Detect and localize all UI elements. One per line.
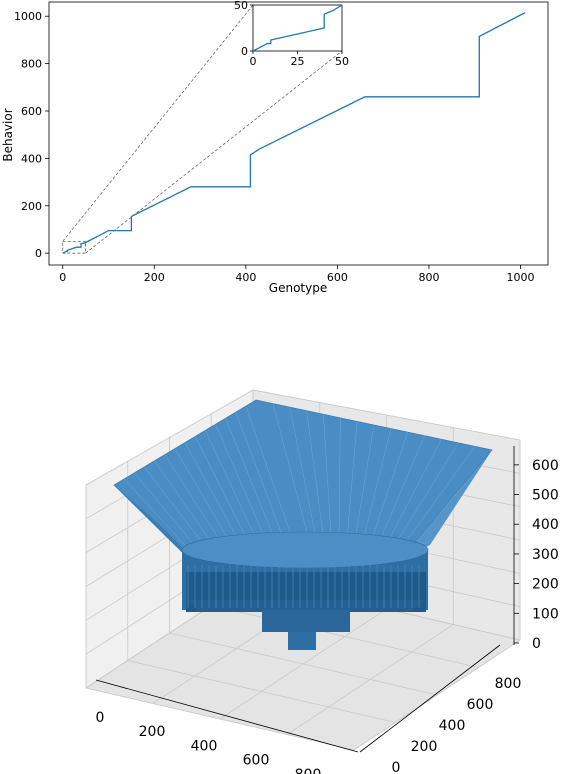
x-tick-label-3d: 400: [191, 738, 218, 754]
genotype-behavior-chart: 0 200 400 600 800 1000 0 200 400 600 800 1000 Geno…: [1, 0, 549, 295]
y-tick-label: 200: [21, 200, 42, 213]
z-axis-ticks-3d: 0 100 200 300 400 500 600: [514, 458, 559, 652]
grid-line: [169, 632, 438, 696]
y-tick-label-3d: 400: [439, 718, 466, 734]
series-line: [62, 12, 526, 254]
z-tick-label-3d: 600: [532, 458, 559, 474]
x-tick-label: 0: [59, 271, 66, 284]
wall-stripes: [187, 565, 420, 608]
x-tick-label: 800: [418, 271, 439, 284]
y-tick-label: 1000: [14, 10, 42, 23]
x-axis-label: Genotype: [269, 281, 327, 295]
grid-line: [286, 624, 454, 735]
y-tick-label-3d: 200: [411, 739, 438, 755]
z-tick-label-3d: 0: [532, 636, 541, 652]
inset-y-tick-label: 50: [234, 0, 248, 12]
y-tick-label-3d: 0: [392, 760, 401, 774]
y-tick-label: 600: [21, 105, 42, 118]
inset-y-tick-label: 0: [241, 45, 248, 58]
plot-frame: [48, 1, 549, 266]
y-axis-line: [359, 644, 501, 753]
z-tick-label-3d: 100: [532, 606, 559, 622]
zoom-indicator: [62, 4, 343, 254]
z-tick-label-3d: 500: [532, 488, 559, 504]
zoom-connector: [62, 4, 254, 242]
inset-series-line: [252, 4, 343, 52]
x-axis-line: [95, 679, 359, 753]
z-tick-label-3d: 200: [532, 577, 559, 593]
inset-ticks: 0 25 50 0 50: [234, 0, 349, 68]
y-tick-label-3d: 600: [467, 697, 494, 713]
y-tick-label: 0: [35, 247, 42, 260]
y-tick-label: 800: [21, 58, 42, 71]
y-tick-label-3d: 800: [495, 676, 522, 692]
grid-line: [353, 639, 521, 751]
surface-left-wing: [114, 485, 200, 565]
grid-line: [85, 389, 254, 486]
x-tick-label-3d: 600: [243, 753, 270, 769]
y-tick-label: 400: [21, 152, 42, 165]
zoom-connector: [85, 50, 343, 254]
grid-line: [211, 605, 479, 668]
inner-plateau-skirt: [186, 600, 426, 612]
inset-x-tick-label: 50: [335, 55, 349, 68]
x-tick-label-3d: 200: [139, 724, 166, 740]
x-tick-label: 400: [235, 271, 256, 284]
x-tick-label: 200: [144, 271, 165, 284]
inset-x-tick-label: 0: [250, 55, 257, 68]
grid-line: [252, 389, 521, 441]
zoom-box: [62, 240, 86, 254]
y-axis-ticks: 0 200 400 600 800 1000: [14, 10, 49, 260]
pit-bottom: [288, 632, 316, 650]
x-tick-label: 600: [327, 271, 348, 284]
terrace-ring: [181, 531, 429, 569]
inset-zoom-plot: 0 25 50 0 50: [234, 0, 349, 68]
x-tick-label-3d: 0: [96, 710, 105, 726]
surface-mesh-lines: [123, 403, 476, 560]
inset-x-tick-label: 25: [291, 55, 305, 68]
pit-wall: [262, 610, 350, 632]
x-tick-label-3d: 800: [295, 767, 322, 774]
z-tick-label-3d: 300: [532, 547, 559, 563]
surface-mesh: [113, 399, 493, 650]
x-axis-ticks-3d: 0 200 400 600 800: [96, 710, 322, 774]
z-tick-label-3d: 400: [532, 517, 559, 533]
y-axis-label: Behavior: [1, 108, 15, 161]
x-tick-label: 1000: [507, 271, 535, 284]
x-axis-ticks: 0 200 400 600 800 1000: [59, 265, 535, 284]
